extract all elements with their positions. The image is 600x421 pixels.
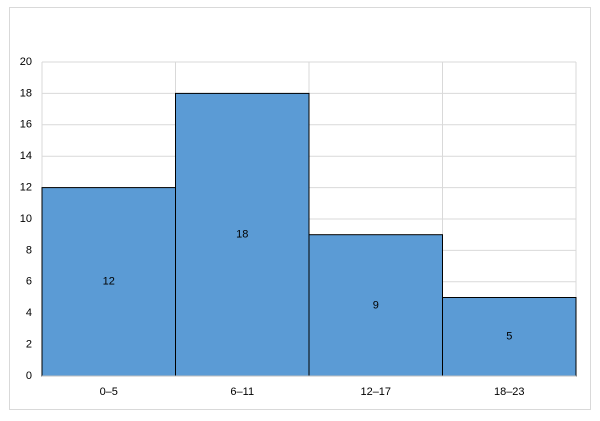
x-tick-label: 18–23 xyxy=(494,386,525,398)
data-label: 9 xyxy=(373,299,379,311)
bar xyxy=(308,234,443,377)
y-tick-label: 14 xyxy=(20,150,32,162)
y-tick-label: 12 xyxy=(20,182,32,194)
data-label: 18 xyxy=(236,229,248,241)
x-tick-label: 6–11 xyxy=(230,386,254,398)
y-tick-label: 20 xyxy=(20,56,32,68)
y-tick-label: 8 xyxy=(26,244,32,256)
x-tick-label: 12–17 xyxy=(360,386,391,398)
y-tick-label: 18 xyxy=(20,87,32,99)
y-tick-label: 10 xyxy=(20,213,32,225)
data-label: 12 xyxy=(103,276,115,288)
y-tick-label: 6 xyxy=(26,276,32,288)
bar xyxy=(442,297,577,377)
y-tick-label: 16 xyxy=(20,119,32,131)
bar xyxy=(175,92,310,377)
y-tick-label: 0 xyxy=(26,370,32,382)
data-label: 5 xyxy=(506,331,512,343)
x-tick-label: 0–5 xyxy=(100,386,118,398)
y-tick-label: 4 xyxy=(26,307,32,319)
y-tick-label: 2 xyxy=(26,339,32,351)
